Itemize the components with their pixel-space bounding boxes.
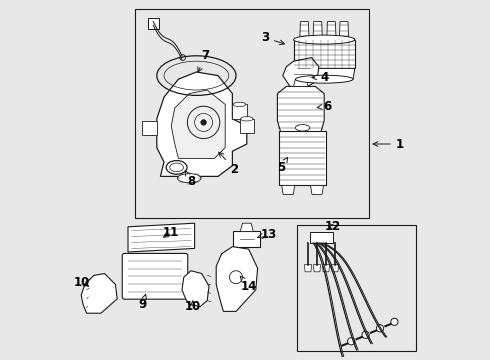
Circle shape (201, 120, 206, 125)
Ellipse shape (241, 117, 253, 121)
Circle shape (376, 325, 384, 332)
Text: 12: 12 (325, 220, 342, 233)
Text: 1: 1 (373, 138, 404, 150)
Ellipse shape (295, 75, 353, 83)
Polygon shape (322, 265, 330, 272)
Polygon shape (148, 18, 159, 29)
Polygon shape (143, 121, 157, 135)
Circle shape (362, 331, 369, 338)
Text: 10: 10 (185, 300, 201, 312)
Text: 11: 11 (163, 226, 179, 239)
Polygon shape (300, 22, 309, 40)
FancyBboxPatch shape (122, 253, 188, 299)
Polygon shape (182, 271, 209, 307)
Polygon shape (304, 265, 312, 272)
Text: 10: 10 (74, 276, 91, 289)
Ellipse shape (177, 174, 201, 183)
Text: 14: 14 (240, 276, 257, 293)
Polygon shape (331, 265, 339, 272)
Text: 7: 7 (198, 49, 209, 72)
Polygon shape (310, 232, 333, 243)
Polygon shape (294, 79, 308, 86)
Polygon shape (282, 185, 294, 194)
Polygon shape (135, 9, 369, 218)
Text: 8: 8 (185, 170, 195, 188)
Polygon shape (327, 22, 336, 40)
Text: 2: 2 (219, 152, 238, 176)
Text: 9: 9 (138, 294, 147, 311)
Polygon shape (128, 223, 195, 252)
Polygon shape (314, 265, 320, 272)
Polygon shape (216, 247, 258, 311)
Polygon shape (313, 22, 322, 40)
Polygon shape (240, 119, 254, 133)
Polygon shape (283, 58, 319, 88)
Circle shape (347, 338, 355, 345)
Polygon shape (233, 231, 261, 247)
Polygon shape (294, 68, 355, 79)
Circle shape (391, 318, 398, 325)
Polygon shape (232, 104, 247, 119)
Polygon shape (171, 90, 225, 158)
Polygon shape (240, 223, 253, 231)
Polygon shape (279, 131, 326, 185)
Polygon shape (157, 72, 247, 176)
Polygon shape (277, 86, 324, 133)
Polygon shape (81, 274, 117, 313)
Ellipse shape (294, 35, 355, 44)
Text: 5: 5 (277, 157, 288, 174)
Text: 4: 4 (312, 71, 328, 84)
Ellipse shape (295, 125, 310, 131)
Polygon shape (297, 225, 416, 351)
Text: 3: 3 (261, 31, 285, 45)
Polygon shape (339, 22, 349, 40)
Text: 13: 13 (257, 228, 276, 240)
Polygon shape (294, 40, 355, 68)
Polygon shape (311, 185, 323, 194)
Ellipse shape (233, 102, 246, 107)
Text: 6: 6 (317, 100, 332, 113)
